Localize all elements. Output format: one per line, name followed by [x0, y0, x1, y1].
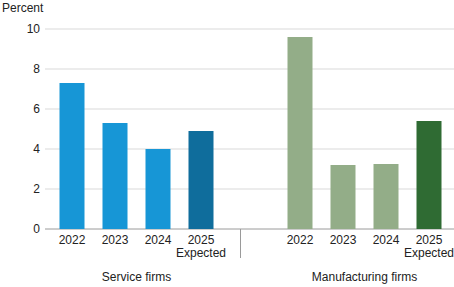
x-tick-label-line: 2022 [59, 233, 86, 247]
grid-line [45, 109, 454, 110]
group-label: Service firms [102, 270, 171, 284]
bar [60, 83, 85, 229]
grid-line [45, 69, 454, 70]
x-tick-label-line: 2022 [287, 233, 314, 247]
x-tick-label: 2023 [102, 233, 129, 247]
y-tick-label: 8 [33, 62, 40, 76]
bar [189, 131, 214, 229]
x-tick-label-line: Expected [404, 246, 454, 260]
bar [288, 37, 313, 229]
x-tick-label-line: 2023 [330, 233, 357, 247]
bar [331, 165, 356, 229]
y-axis-label: Percent [2, 1, 44, 15]
bar [374, 164, 399, 229]
bars [60, 37, 442, 229]
grid-line [45, 29, 454, 30]
x-tick-label-line: Expected [176, 246, 226, 260]
x-tick-label: 2022 [59, 233, 86, 247]
x-tick-label-line: 2025 [188, 233, 215, 247]
x-tick-label: 2025Expected [176, 233, 226, 260]
labels: 2022202320242025ExpectedService firms202… [59, 233, 454, 284]
x-tick-label: 2024 [145, 233, 172, 247]
bar [103, 123, 128, 229]
x-tick-label-line: 2024 [145, 233, 172, 247]
x-tick-label: 2023 [330, 233, 357, 247]
x-tick-label-line: 2025 [416, 233, 443, 247]
y-tick-label: 0 [33, 222, 40, 236]
bar [146, 149, 171, 229]
x-tick-label: 2022 [287, 233, 314, 247]
bar [417, 121, 442, 229]
x-tick-label: 2024 [373, 233, 400, 247]
x-tick-label-line: 2024 [373, 233, 400, 247]
y-tick-label: 4 [33, 142, 40, 156]
x-tick-label-line: 2023 [102, 233, 129, 247]
group-label: Manufacturing firms [312, 270, 417, 284]
x-tick-label: 2025Expected [404, 233, 454, 260]
y-tick-label: 10 [27, 22, 41, 36]
y-tick-label: 6 [33, 102, 40, 116]
y-tick-label: 2 [33, 182, 40, 196]
group-divider [240, 229, 241, 258]
